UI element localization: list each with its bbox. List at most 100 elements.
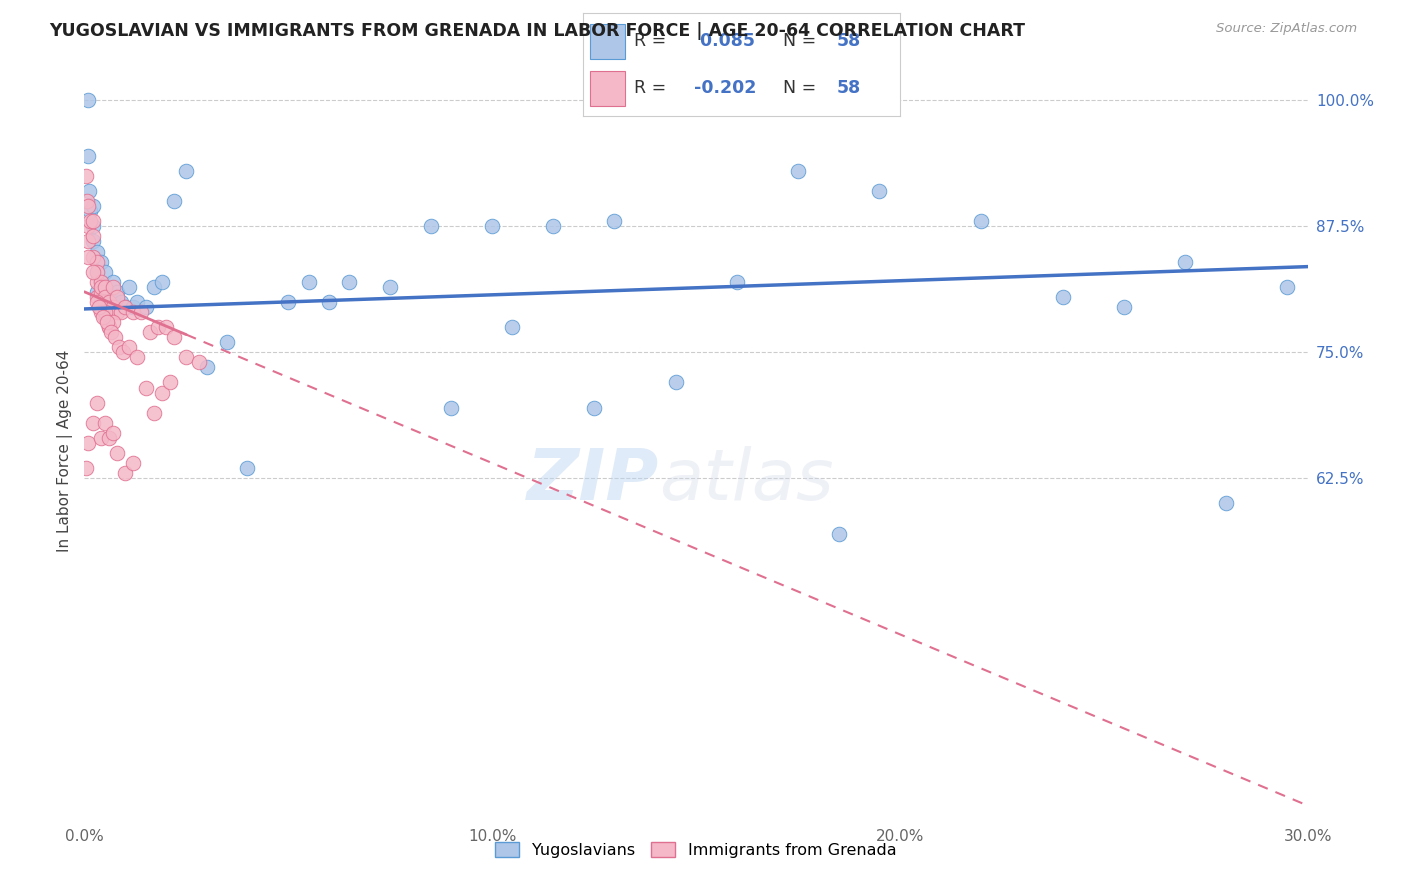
Point — [217, 335, 239, 350]
Point — [91, 310, 114, 324]
Point — [163, 194, 186, 209]
Point — [97, 294, 120, 309]
Point — [108, 340, 131, 354]
Bar — [591, 70, 624, 106]
Point — [90, 300, 112, 314]
Point — [97, 300, 120, 314]
Point — [75, 461, 97, 475]
Point — [440, 401, 463, 415]
Point — [76, 94, 98, 108]
Point — [481, 219, 503, 234]
Point — [90, 285, 112, 299]
Point — [787, 164, 810, 178]
Point — [114, 466, 136, 480]
Point — [87, 300, 110, 314]
Point — [82, 250, 104, 264]
Point — [82, 235, 104, 249]
Text: R =: R = — [634, 79, 666, 97]
Point — [502, 320, 524, 334]
Bar — [591, 24, 624, 59]
Point — [138, 325, 160, 339]
Point — [174, 164, 197, 178]
Point — [86, 294, 108, 309]
Point — [1114, 300, 1136, 314]
Point — [1052, 290, 1074, 304]
Point — [195, 360, 218, 375]
Text: 0.085: 0.085 — [695, 32, 755, 50]
Point — [135, 380, 157, 394]
Point — [90, 275, 112, 289]
Point — [86, 254, 108, 268]
Point — [142, 406, 165, 420]
Point — [146, 320, 169, 334]
Point — [105, 285, 128, 299]
Point — [101, 294, 124, 309]
Point — [1215, 496, 1237, 510]
Point — [112, 345, 135, 359]
Point — [118, 340, 141, 354]
Point — [187, 355, 209, 369]
Point — [101, 300, 124, 314]
Point — [828, 526, 851, 541]
Point — [665, 376, 688, 390]
Point — [82, 265, 104, 279]
Point — [90, 279, 112, 293]
Legend: Yugoslavians, Immigrants from Grenada: Yugoslavians, Immigrants from Grenada — [489, 836, 903, 864]
Point — [339, 275, 361, 289]
Point — [77, 235, 100, 249]
Point — [82, 219, 104, 234]
Text: N =: N = — [783, 79, 815, 97]
Point — [583, 401, 606, 415]
Point — [150, 385, 173, 400]
Text: ZIP: ZIP — [527, 446, 659, 515]
Point — [869, 184, 891, 198]
Point — [97, 320, 120, 334]
Text: -0.202: -0.202 — [695, 79, 756, 97]
Point — [155, 320, 177, 334]
Point — [82, 199, 104, 213]
Point — [104, 330, 127, 344]
Point — [142, 279, 165, 293]
Point — [90, 305, 112, 319]
Point — [318, 294, 340, 309]
Text: N =: N = — [783, 32, 815, 50]
Point — [93, 416, 115, 430]
Point — [90, 254, 112, 268]
Text: 58: 58 — [837, 79, 860, 97]
Point — [1277, 279, 1299, 293]
Point — [110, 305, 132, 319]
Point — [603, 214, 626, 228]
Point — [82, 214, 104, 228]
Point — [96, 315, 118, 329]
Point — [122, 300, 145, 314]
Point — [163, 330, 186, 344]
Point — [77, 436, 100, 450]
Point — [77, 184, 100, 198]
Point — [82, 229, 104, 244]
Point — [380, 279, 402, 293]
Point — [127, 351, 149, 365]
Point — [86, 244, 108, 259]
Point — [75, 169, 97, 183]
Point — [97, 320, 120, 334]
Point — [236, 461, 259, 475]
Point — [90, 431, 112, 445]
Point — [174, 351, 197, 365]
Point — [79, 204, 101, 219]
Point — [93, 290, 115, 304]
Point — [93, 285, 115, 299]
Point — [97, 431, 120, 445]
Point — [105, 300, 128, 314]
Point — [1174, 254, 1197, 268]
Point — [105, 446, 128, 460]
Point — [86, 395, 108, 409]
Point — [135, 300, 157, 314]
Point — [90, 275, 112, 289]
Point — [725, 275, 748, 289]
Point — [77, 149, 100, 163]
Point — [93, 265, 115, 279]
Point — [543, 219, 565, 234]
Point — [105, 290, 128, 304]
Point — [105, 305, 128, 319]
Point — [86, 275, 108, 289]
